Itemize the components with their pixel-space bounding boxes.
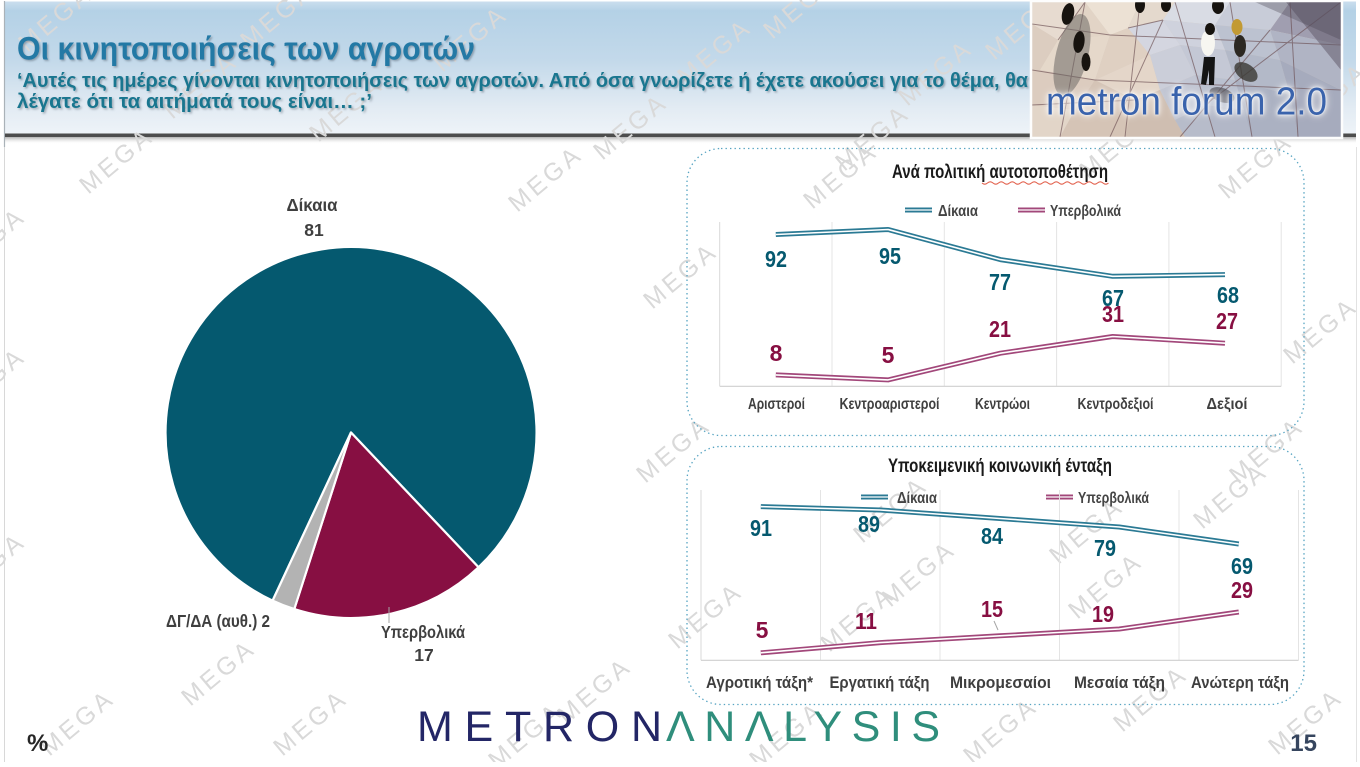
svg-text:68: 68 (1217, 282, 1239, 308)
svg-text:Κεντροδεξιοί: Κεντροδεξιοί (1078, 396, 1154, 413)
svg-text:Μεσαία τάξη: Μεσαία τάξη (1074, 673, 1165, 692)
svg-text:29: 29 (1231, 577, 1253, 603)
svg-text:Εργατική τάξη: Εργατική τάξη (830, 673, 930, 692)
svg-text:11: 11 (855, 608, 877, 634)
svg-text:5: 5 (756, 617, 769, 643)
svg-text:17: 17 (414, 645, 433, 665)
svg-text:67: 67 (1102, 285, 1124, 311)
svg-text:MEGA: MEGA (958, 692, 1043, 762)
svg-text:Δίκαια: Δίκαια (897, 490, 937, 507)
svg-text:Μικρομεσαίοι: Μικρομεσαίοι (950, 673, 1051, 692)
svg-text:%: % (27, 730, 48, 757)
svg-text:79: 79 (1094, 535, 1116, 561)
svg-text:89: 89 (858, 511, 880, 537)
svg-text:ΛΝΛLYSIS: ΛΝΛLYSIS (666, 703, 940, 751)
svg-text:MEGA: MEGA (176, 634, 261, 712)
svg-text:MEGA: MEGA (268, 684, 353, 762)
svg-text:MEGA: MEGA (663, 577, 748, 655)
svg-text:15: 15 (1290, 730, 1317, 757)
svg-text:λέγατε ότι τα αιτήματά τους εί: λέγατε ότι τα αιτήματά τους είναι… ;’ (17, 91, 372, 113)
svg-text:Κεντροαριστεροί: Κεντροαριστεροί (840, 396, 940, 413)
svg-text:77: 77 (989, 269, 1011, 295)
svg-text:Δεξιοί: Δεξιοί (1207, 396, 1248, 413)
svg-text:Ανώτερη τάξη: Ανώτερη τάξη (1191, 673, 1289, 692)
svg-text:MEGA: MEGA (631, 411, 716, 489)
svg-text:91: 91 (750, 515, 772, 541)
svg-text:Αγροτική τάξη*: Αγροτική τάξη* (706, 673, 813, 692)
svg-text:Υπερβολικά: Υπερβολικά (381, 622, 465, 642)
svg-text:27: 27 (1216, 308, 1238, 334)
svg-text:Ανά πολιτική αυτοτοποθέτηση: Ανά πολιτική αυτοτοποθέτηση (892, 162, 1108, 183)
svg-text:MEGA: MEGA (503, 140, 588, 218)
svg-text:MEGA: MEGA (1108, 660, 1193, 738)
svg-text:ΔΓ/ΔΑ (αυθ.) 2: ΔΓ/ΔΑ (αυθ.) 2 (166, 611, 270, 631)
svg-text:Υπερβολικά: Υπερβολικά (1050, 203, 1121, 220)
svg-text:‘Αυτές τις ημέρες γίνονται κιν: ‘Αυτές τις ημέρες γίνονται κινητοποιήσει… (17, 70, 1029, 92)
svg-text:84: 84 (981, 523, 1003, 549)
svg-text:95: 95 (879, 243, 901, 269)
svg-text:21: 21 (989, 316, 1011, 342)
svg-text:Αριστεροί: Αριστεροί (748, 396, 805, 413)
svg-text:Οι κινητοποιήσεις των αγροτών: Οι κινητοποιήσεις των αγροτών (17, 31, 475, 67)
svg-text:MEGA: MEGA (876, 535, 961, 613)
svg-text:81: 81 (304, 220, 324, 240)
svg-text:69: 69 (1231, 553, 1253, 579)
svg-text:MEGA: MEGA (1278, 292, 1360, 370)
svg-text:Δίκαια: Δίκαια (287, 195, 338, 215)
svg-text:31: 31 (1102, 301, 1124, 327)
svg-text:8: 8 (770, 340, 783, 366)
svg-text:metron forum 2.0: metron forum 2.0 (1046, 81, 1327, 124)
svg-text:5: 5 (882, 342, 895, 368)
svg-text:MEGA: MEGA (638, 237, 723, 315)
svg-text:Υποκειμενική κοινωνική ένταξη: Υποκειμενική κοινωνική ένταξη (888, 456, 1112, 477)
svg-text:92: 92 (765, 246, 787, 272)
svg-text:15: 15 (981, 596, 1003, 622)
svg-text:19: 19 (1092, 601, 1114, 627)
svg-text:Κεντρώοι: Κεντρώοι (975, 396, 1030, 413)
svg-text:Υπερβολικά: Υπερβολικά (1078, 490, 1149, 507)
svg-text:Δίκαια: Δίκαια (938, 203, 978, 220)
